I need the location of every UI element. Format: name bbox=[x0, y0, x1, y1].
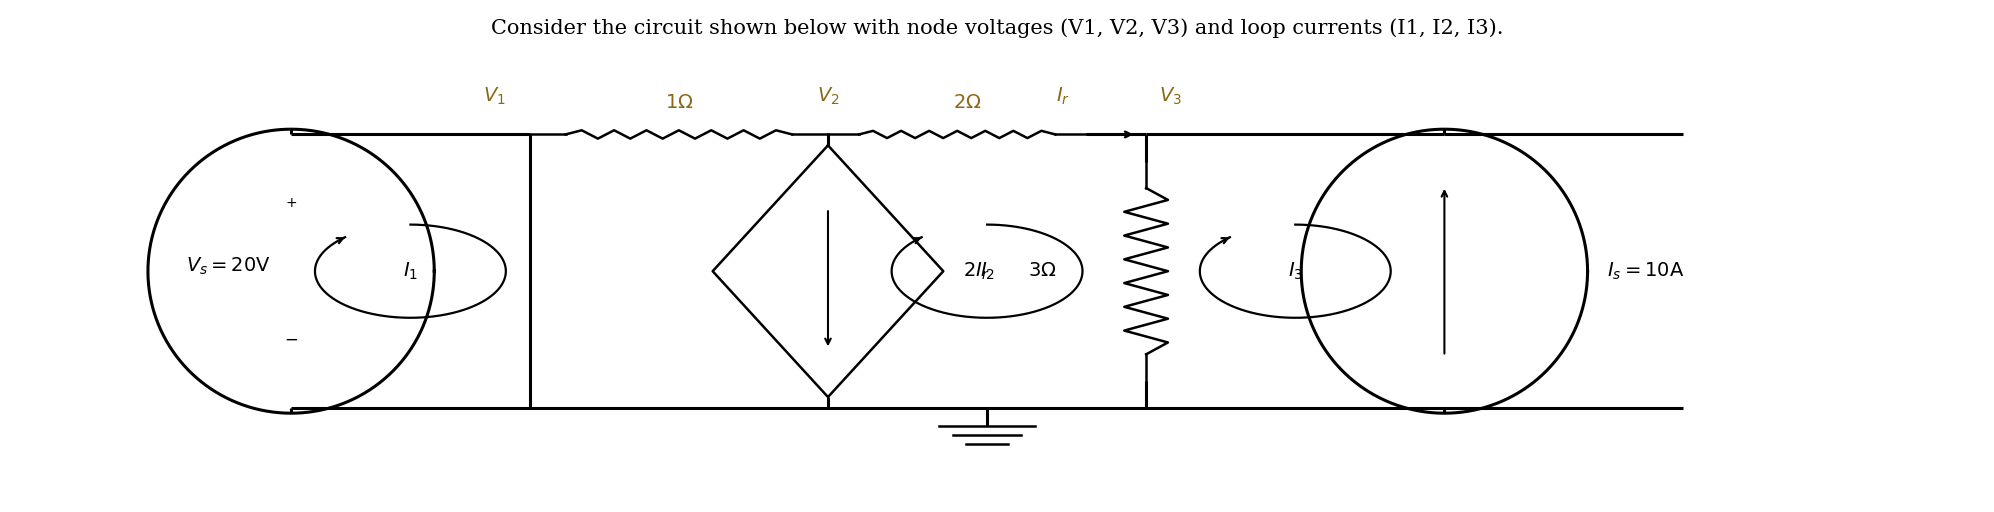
Text: $V_s = 20\mathrm{V}$: $V_s = 20\mathrm{V}$ bbox=[185, 255, 271, 277]
Text: $V_2$: $V_2$ bbox=[818, 86, 839, 106]
Text: $I_3$: $I_3$ bbox=[1288, 261, 1302, 282]
Text: $2\Omega$: $2\Omega$ bbox=[953, 94, 981, 112]
Text: Consider the circuit shown below with node voltages (V1, V2, V3) and loop curren: Consider the circuit shown below with no… bbox=[491, 18, 1503, 38]
Text: $I_r$: $I_r$ bbox=[1055, 86, 1069, 106]
Text: $I_s = 10\mathrm{A}$: $I_s = 10\mathrm{A}$ bbox=[1607, 261, 1685, 282]
Text: $3\Omega$: $3\Omega$ bbox=[1029, 262, 1057, 280]
Text: $I_2$: $I_2$ bbox=[979, 261, 995, 282]
Text: $V_1$: $V_1$ bbox=[483, 86, 504, 106]
Text: −: − bbox=[285, 330, 297, 348]
Text: $1\Omega$: $1\Omega$ bbox=[664, 94, 694, 112]
Text: $V_3$: $V_3$ bbox=[1159, 86, 1180, 106]
Text: $2I_r$: $2I_r$ bbox=[963, 261, 989, 282]
Text: $I_1$: $I_1$ bbox=[403, 261, 419, 282]
Text: +: + bbox=[285, 196, 297, 210]
